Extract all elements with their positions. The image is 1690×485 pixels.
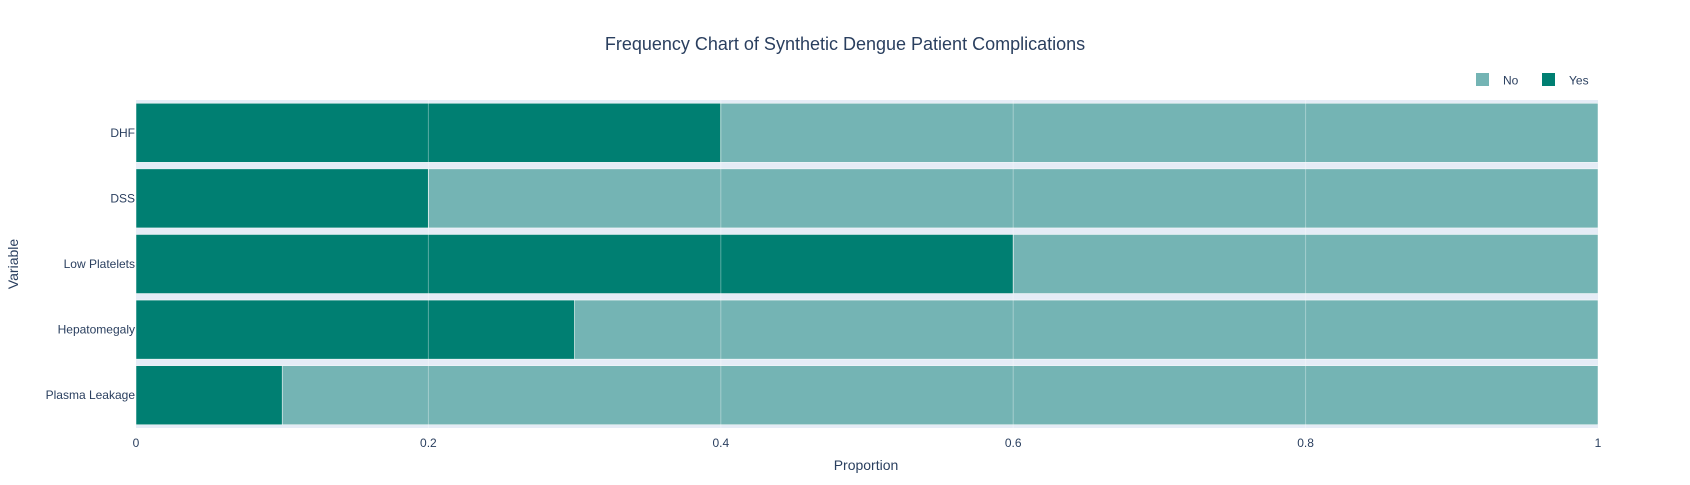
bar-yes-low-platelets: [135, 234, 1014, 294]
legend-swatch-no: [1476, 73, 1489, 86]
y-tick-label: Hepatomegaly: [58, 323, 135, 337]
bar-yes-hepatomegaly: [135, 299, 575, 360]
x-tick-label: 1: [1595, 436, 1602, 450]
bar-no-hepatomegaly: [574, 299, 1599, 360]
y-tick-label: Low Platelets: [64, 257, 135, 271]
bar-no-dhf: [720, 103, 1599, 163]
legend-label-no: No: [1503, 74, 1519, 88]
bar-no-plasma-leakage: [281, 365, 1599, 425]
x-tick-label: 0.4: [712, 436, 729, 450]
x-tick-label: 0.2: [420, 436, 437, 450]
x-axis-title: Proportion: [834, 457, 899, 473]
legend-swatch-yes: [1542, 73, 1555, 86]
x-tick-label: 0.8: [1297, 436, 1314, 450]
bar-yes-dss: [135, 168, 429, 229]
y-tick-label: DHF: [110, 126, 135, 140]
y-tick-label: DSS: [110, 191, 135, 205]
bar-yes-plasma-leakage: [135, 365, 283, 425]
y-tick-label: Plasma Leakage: [46, 388, 136, 402]
bar-no-low-platelets: [1012, 234, 1599, 294]
x-tick-label: 0.6: [1005, 436, 1022, 450]
legend: No Yes: [1476, 73, 1589, 88]
legend-label-yes: Yes: [1569, 74, 1589, 88]
chart-title: Frequency Chart of Synthetic Dengue Pati…: [605, 34, 1085, 54]
x-tick-label: 0: [133, 436, 140, 450]
bar-yes-dhf: [135, 103, 722, 163]
y-axis-title: Variable: [5, 239, 21, 290]
plot-area: DHF DSS Low Platelets Hepatomegaly Plasma Le…: [46, 100, 1602, 450]
bar-no-dss: [428, 168, 1599, 229]
